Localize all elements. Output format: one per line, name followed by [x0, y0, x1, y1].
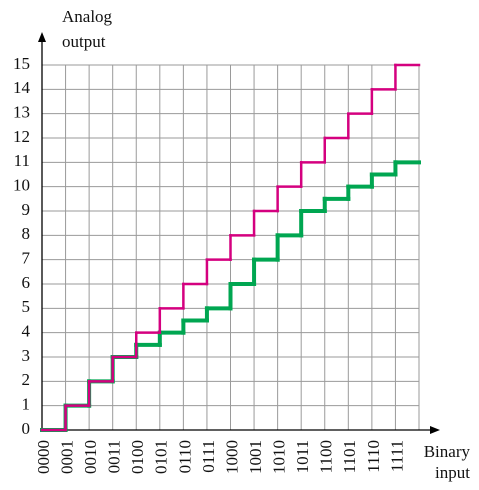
- y-tick-label: 7: [22, 249, 31, 268]
- y-tick-label: 10: [13, 176, 30, 195]
- x-axis-label: input: [435, 463, 470, 482]
- x-tick-label: 0001: [57, 440, 76, 474]
- x-tick-label: 1100: [317, 440, 336, 473]
- y-tick-label: 2: [22, 370, 31, 389]
- x-tick-label: 0100: [128, 440, 147, 474]
- y-tick-label: 0: [22, 419, 31, 438]
- y-tick-label: 5: [22, 297, 31, 316]
- x-tick-label: 0111: [199, 440, 218, 473]
- y-tick-label: 15: [13, 54, 30, 73]
- y-tick-label: 13: [13, 103, 30, 122]
- x-tick-label: 0000: [34, 440, 53, 474]
- x-tick-label: 1111: [387, 440, 406, 472]
- y-tick-label: 4: [22, 322, 31, 341]
- x-tick-label: 1010: [270, 440, 289, 474]
- x-tick-label: 1110: [364, 440, 383, 473]
- x-tick-label: 0011: [105, 440, 124, 473]
- y-axis-label: output: [62, 32, 106, 51]
- x-tick-label: 0110: [175, 440, 194, 473]
- x-tick-label: 1001: [246, 440, 265, 474]
- x-tick-label: 1011: [293, 440, 312, 473]
- y-tick-label: 11: [14, 151, 30, 170]
- y-tick-label: 3: [22, 346, 31, 365]
- y-axis-arrow: [38, 32, 46, 42]
- x-axis-label: Binary: [424, 442, 471, 461]
- x-tick-label: 1101: [340, 440, 359, 473]
- x-tick-label: 0101: [152, 440, 171, 474]
- x-tick-label: 0010: [81, 440, 100, 474]
- y-tick-label: 6: [22, 273, 31, 292]
- y-tick-label: 12: [13, 127, 30, 146]
- y-tick-label: 1: [22, 395, 31, 414]
- y-tick-label: 9: [22, 200, 31, 219]
- y-tick-label: 8: [22, 224, 31, 243]
- x-axis-arrow: [430, 426, 440, 434]
- y-tick-label: 14: [13, 78, 31, 97]
- x-tick-label: 1000: [222, 440, 241, 474]
- y-axis-label: Analog: [62, 7, 113, 26]
